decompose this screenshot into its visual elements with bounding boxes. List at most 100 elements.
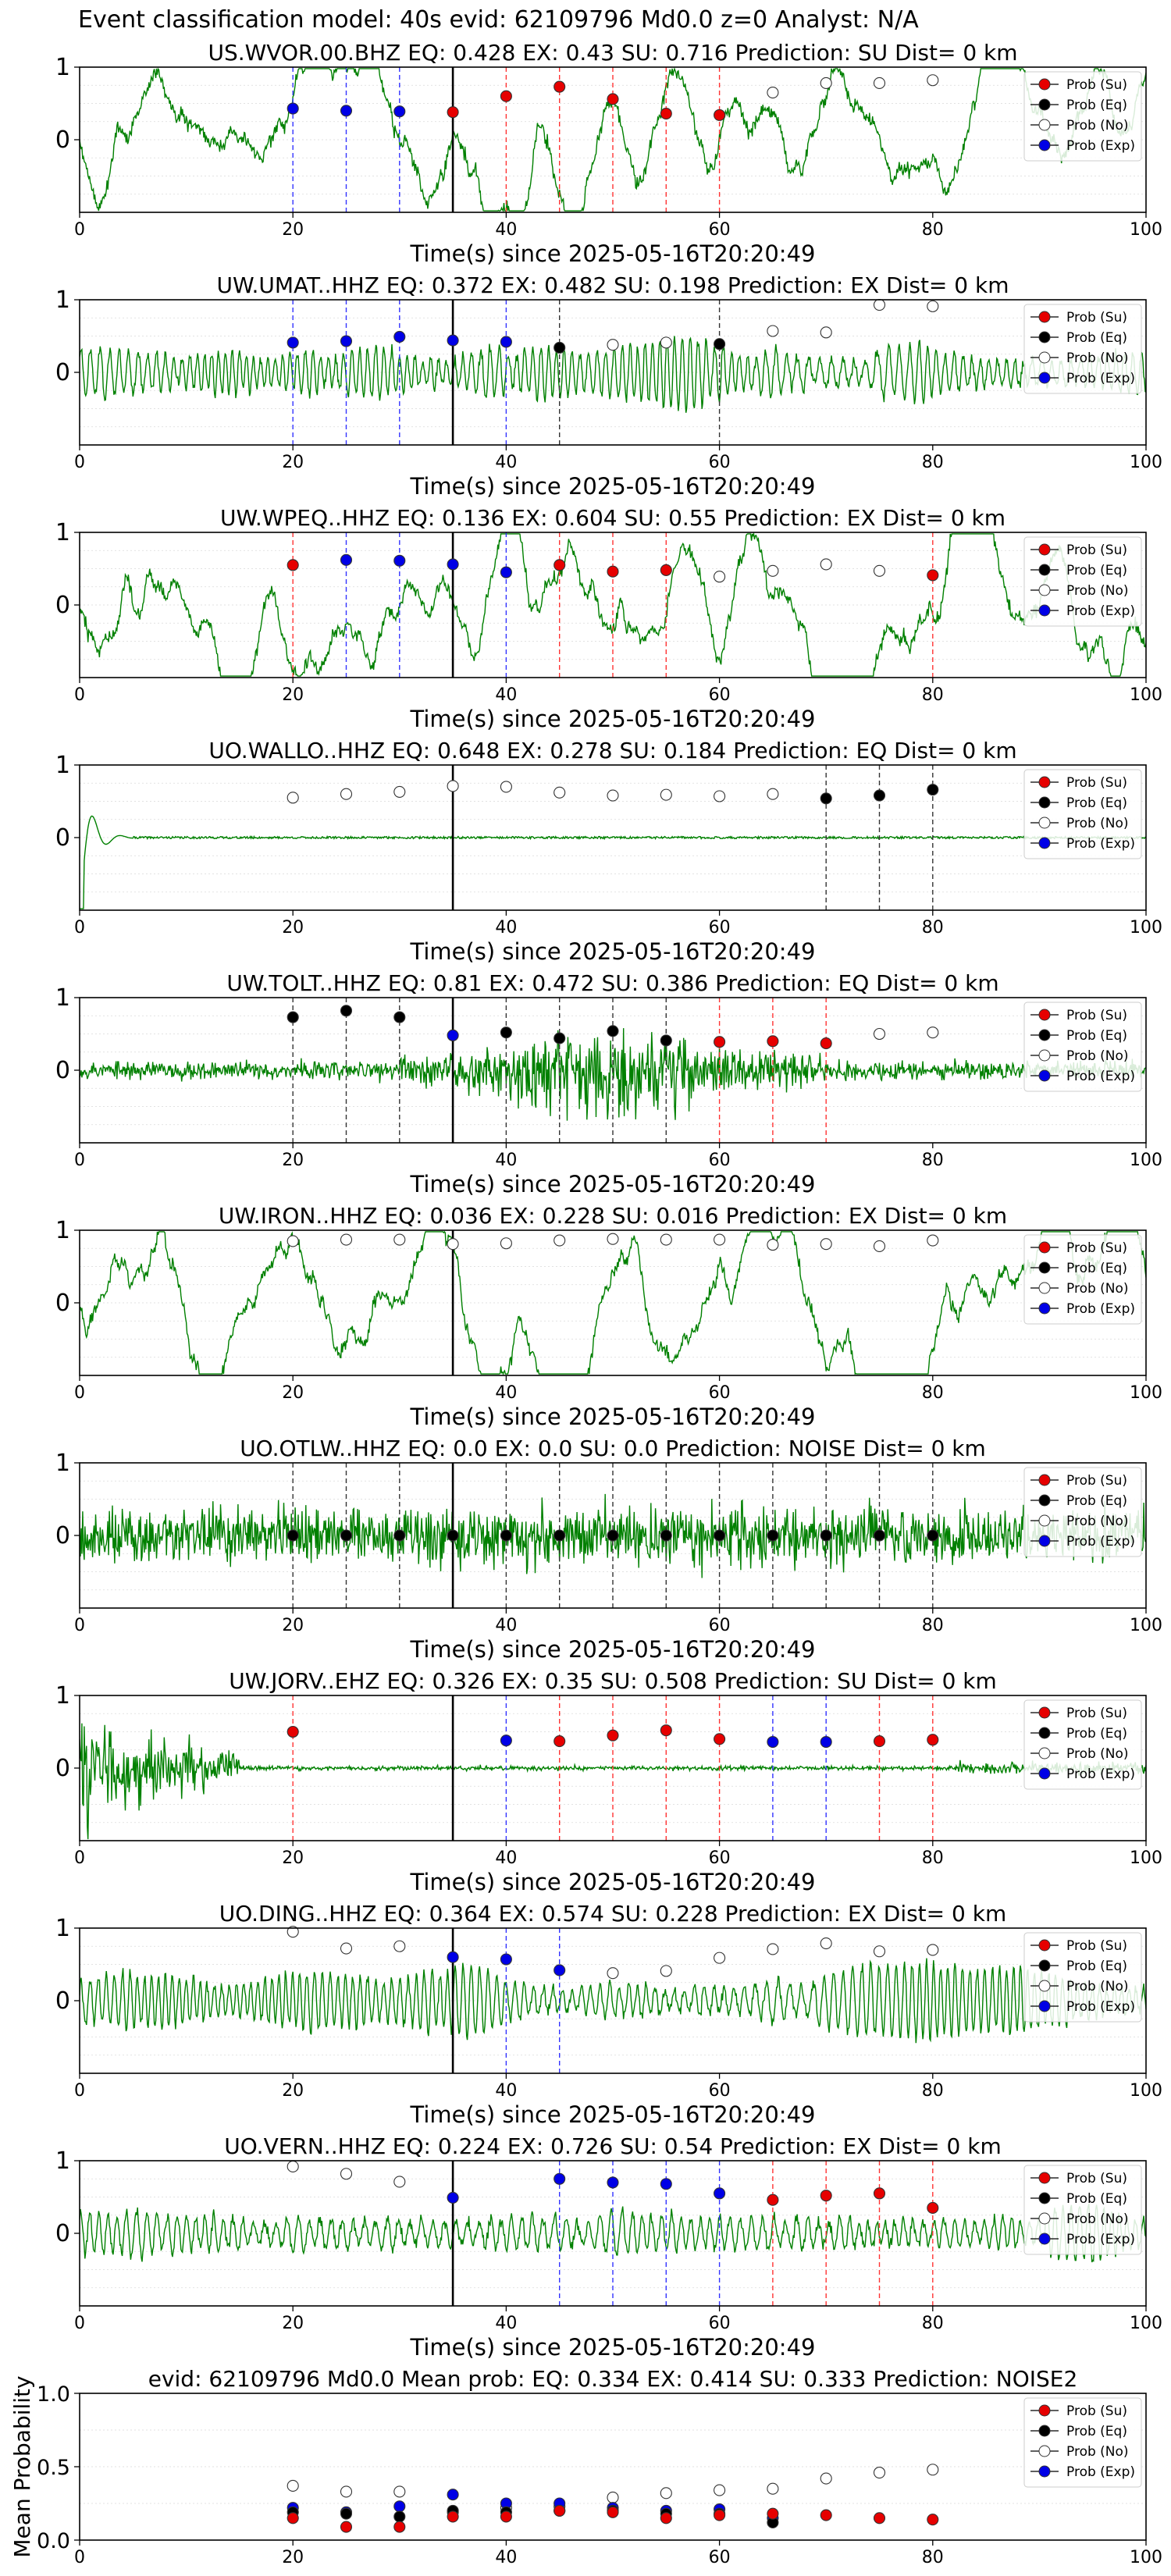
legend-marker-no	[1038, 1980, 1051, 1992]
x-tick-label: 100	[1130, 1616, 1162, 1635]
prob-point-su	[714, 1733, 726, 1745]
prob-point-no	[287, 1235, 299, 1247]
legend: Prob (Su) Prob (Eq) Prob (No) Prob (Exp)	[1023, 536, 1142, 627]
x-axis-label: Time(s) since 2025-05-16T20:20:49	[410, 938, 816, 965]
x-tick-label: 100	[1130, 1848, 1162, 1868]
legend-box	[1023, 1002, 1142, 1092]
prob-point-no	[340, 1233, 353, 1246]
legend-label: Prob (No)	[1066, 2444, 1129, 2460]
y-tick-label: 0	[55, 1987, 70, 2015]
x-tick-label: 40	[495, 685, 517, 705]
y-tick-label: 1	[55, 1682, 70, 1710]
prob-point-exp	[447, 2489, 459, 2501]
x-tick-label: 20	[282, 1616, 304, 1635]
x-tick-label: 100	[1130, 1151, 1162, 1170]
x-tick-label: 60	[709, 220, 731, 240]
y-tick-label: 0	[55, 2220, 70, 2247]
prob-point-no	[873, 564, 886, 577]
prob-point-eq	[927, 1529, 939, 1542]
legend-label: Prob (Su)	[1066, 310, 1127, 326]
prob-point-exp	[447, 2191, 459, 2204]
legend-label: Prob (Eq)	[1066, 1726, 1127, 1742]
y-tick-label: 1	[55, 2147, 70, 2175]
x-tick-label: 20	[282, 453, 304, 472]
x-axis-label: Time(s) since 2025-05-16T20:20:49	[410, 1171, 816, 1197]
legend-label: Prob (Su)	[1066, 2171, 1127, 2186]
x-tick-label: 40	[495, 453, 517, 472]
prob-point-no	[927, 300, 939, 312]
legend-marker-no	[1038, 584, 1051, 596]
legend-label: Prob (Su)	[1066, 775, 1127, 791]
prob-point-no	[447, 780, 459, 792]
legend-marker-su	[1038, 2172, 1051, 2184]
prob-point-eq	[553, 1529, 566, 1542]
prob-point-su	[660, 1724, 672, 1737]
prob-point-no	[873, 1027, 886, 1041]
x-tick-label: 80	[922, 685, 944, 705]
x-tick-label: 20	[282, 220, 304, 240]
x-tick-label: 100	[1130, 2314, 1162, 2333]
prob-point-eq	[820, 1529, 832, 1542]
legend: Prob (Su) Prob (Eq) Prob (No) Prob (Exp)	[1023, 1932, 1142, 2023]
legend: Prob (Su) Prob (Eq) Prob (No) Prob (Exp)	[1023, 1467, 1142, 1557]
x-tick-label: 20	[282, 2081, 304, 2101]
x-tick-label: 20	[282, 918, 304, 938]
legend: Prob (Su) Prob (Eq) Prob (No) Prob (Exp)	[1023, 769, 1142, 859]
prob-point-no	[607, 339, 619, 351]
legend-marker-exp	[1038, 1767, 1051, 1780]
prob-point-eq	[500, 1529, 512, 1542]
legend-marker-eq	[1038, 331, 1051, 343]
x-tick-label: 0	[74, 1848, 85, 1868]
prob-point-su	[927, 1734, 939, 1746]
legend-marker-no	[1038, 119, 1051, 131]
prob-point-su	[767, 2507, 779, 2520]
prob-point-no	[393, 2176, 406, 2188]
prob-point-su	[447, 2510, 459, 2523]
legend-label: Prob (Eq)	[1066, 1261, 1127, 1276]
legend-label: Prob (Eq)	[1066, 795, 1127, 811]
chart-panel-9: 0 20 40 60 80 100 0 1 UO.DING..HHZ EQ: 0.364 EX:…	[55, 1901, 1162, 2128]
x-tick-label: 60	[709, 1383, 731, 1403]
x-tick-label: 80	[922, 1383, 944, 1403]
prob-point-eq	[340, 1529, 353, 1542]
prob-point-exp	[393, 554, 406, 567]
y-tick-label: 1	[55, 1450, 70, 1477]
chart-panel-7: 0 20 40 60 80 100 0 1 UO.OTLW..HHZ EQ: 0.0 EX: 0…	[55, 1436, 1162, 1663]
prob-point-no	[927, 1026, 939, 1039]
x-tick-label: 80	[922, 1151, 944, 1170]
x-tick-label: 60	[709, 1151, 731, 1170]
y-tick-label: 1	[55, 1915, 70, 1942]
prob-point-exp	[714, 2187, 726, 2200]
prob-point-su	[714, 109, 726, 121]
prob-point-su	[660, 107, 672, 120]
chart-panel-6: 0 20 40 60 80 100 0 1 UW.IRON..HHZ EQ: 0.036 EX:…	[55, 1203, 1162, 1430]
prob-point-su	[820, 1037, 832, 1050]
prob-point-su	[767, 1035, 779, 1048]
legend: Prob (Su) Prob (Eq) Prob (No) Prob (Exp)	[1023, 2165, 1142, 2255]
x-axis-label: Time(s) since 2025-05-16T20:20:49	[410, 240, 816, 267]
legend-marker-no	[1038, 1049, 1051, 1062]
prob-point-no	[287, 1926, 299, 1938]
y-tick-label: 1	[55, 54, 70, 81]
legend-box	[1023, 2397, 1142, 2488]
prob-point-no	[873, 1240, 886, 1253]
chart-panel-10: 0 20 40 60 80 100 0 1 UO.VERN..HHZ EQ: 0.224 EX:…	[55, 2133, 1162, 2361]
legend-box	[1023, 2165, 1142, 2255]
prob-point-no	[820, 76, 832, 90]
prob-point-exp	[447, 1951, 459, 1963]
prob-point-su	[660, 564, 672, 576]
prob-point-eq	[500, 1026, 512, 1039]
legend-label: Prob (Exp)	[1066, 1301, 1135, 1317]
legend-marker-no	[1038, 817, 1051, 829]
legend: Prob (Su) Prob (Eq) Prob (No) Prob (Exp)	[1023, 1699, 1142, 1790]
prob-point-no	[820, 2472, 832, 2485]
x-axis-label: Time(s) since 2025-05-16T20:20:49	[410, 1869, 816, 1895]
legend-marker-exp	[1038, 139, 1051, 151]
prob-point-no	[553, 1234, 566, 1247]
prob-point-no	[393, 2485, 406, 2498]
prob-point-no	[767, 788, 779, 800]
legend-marker-no	[1038, 1747, 1051, 1759]
legend-marker-su	[1038, 1241, 1051, 1254]
prob-point-su	[927, 2201, 939, 2214]
